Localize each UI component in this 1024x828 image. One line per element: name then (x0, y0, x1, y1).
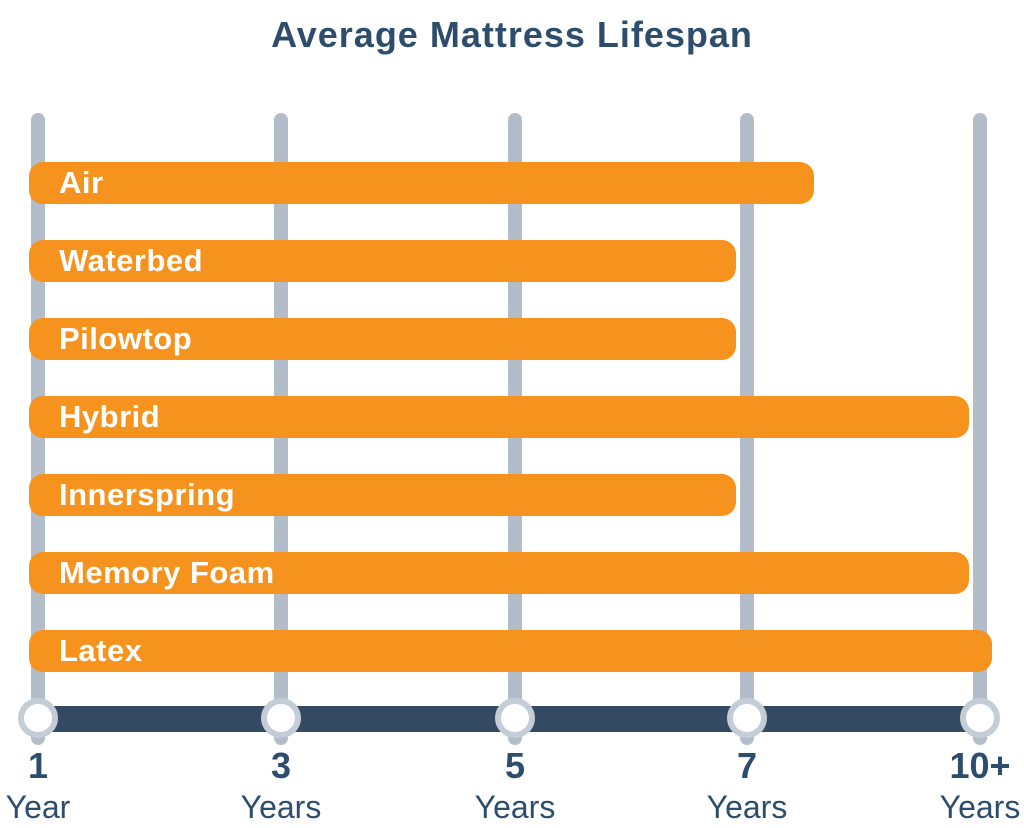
tick-marker (727, 698, 767, 738)
tick-unit: Years (474, 789, 556, 825)
tick-number: 3 (270, 745, 292, 786)
tick-marker (495, 698, 535, 738)
tick-marker (18, 698, 58, 738)
bar-label: Waterbed (59, 243, 204, 278)
bar-label: Air (59, 165, 104, 200)
tick-unit: Years (240, 789, 322, 825)
bar-label: Pilowtop (59, 321, 193, 356)
bar-hybrid: Hybrid (29, 396, 969, 438)
bar-label: Innerspring (59, 477, 236, 512)
bar-latex: Latex (29, 630, 993, 672)
bar-pilowtop: Pilowtop (29, 318, 736, 360)
bar-memory-foam: Memory Foam (29, 552, 969, 594)
tick-unit: Years (939, 789, 1021, 825)
tick-number: 1 (27, 745, 49, 786)
tick-number: 5 (504, 745, 526, 786)
chart-title: Average Mattress Lifespan (271, 14, 753, 55)
gridline (973, 113, 987, 745)
bar-label: Latex (59, 633, 143, 668)
bar-label: Memory Foam (59, 555, 275, 590)
tick-marker (261, 698, 301, 738)
tick-unit: Year (5, 789, 71, 825)
bar-innerspring: Innerspring (29, 474, 736, 516)
bar-air: Air (29, 162, 814, 204)
tick-marker (960, 698, 1000, 738)
tick-unit: Years (706, 789, 788, 825)
bar-label: Hybrid (59, 399, 161, 434)
bar-waterbed: Waterbed (29, 240, 736, 282)
tick-number: 10+ (949, 745, 1011, 786)
tick-number: 7 (736, 745, 758, 786)
